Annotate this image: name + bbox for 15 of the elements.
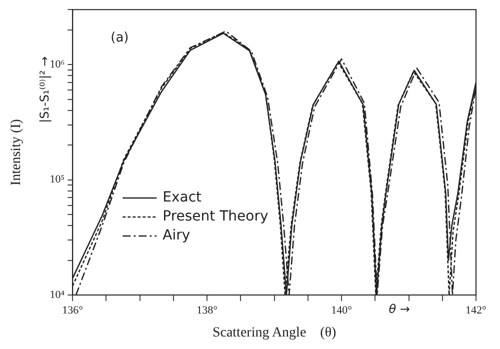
legend-label: Exact (162, 190, 202, 206)
y-tick-label: 10⁵ (50, 174, 65, 186)
text: θ → (388, 302, 410, 316)
legend-label: Airy (162, 228, 190, 244)
y-tick-label: 10⁴ (50, 288, 65, 301)
y-tick-label: 10⁶ (50, 58, 65, 70)
legend-label: Present Theory (162, 208, 268, 225)
x-tick-label: 140° (331, 304, 352, 316)
x-tick-label: 142° (466, 304, 486, 316)
x-tick-label: 136° (62, 304, 84, 316)
annotation: (a) (110, 30, 129, 46)
x-axis-title: Scattering Angle (θ) (212, 325, 337, 340)
text: |S₁-S₁⁽⁰⁾|² → (38, 56, 52, 123)
x-tick-label: 138° (196, 304, 218, 316)
y-axis-title: Intensity (I) (9, 118, 24, 186)
